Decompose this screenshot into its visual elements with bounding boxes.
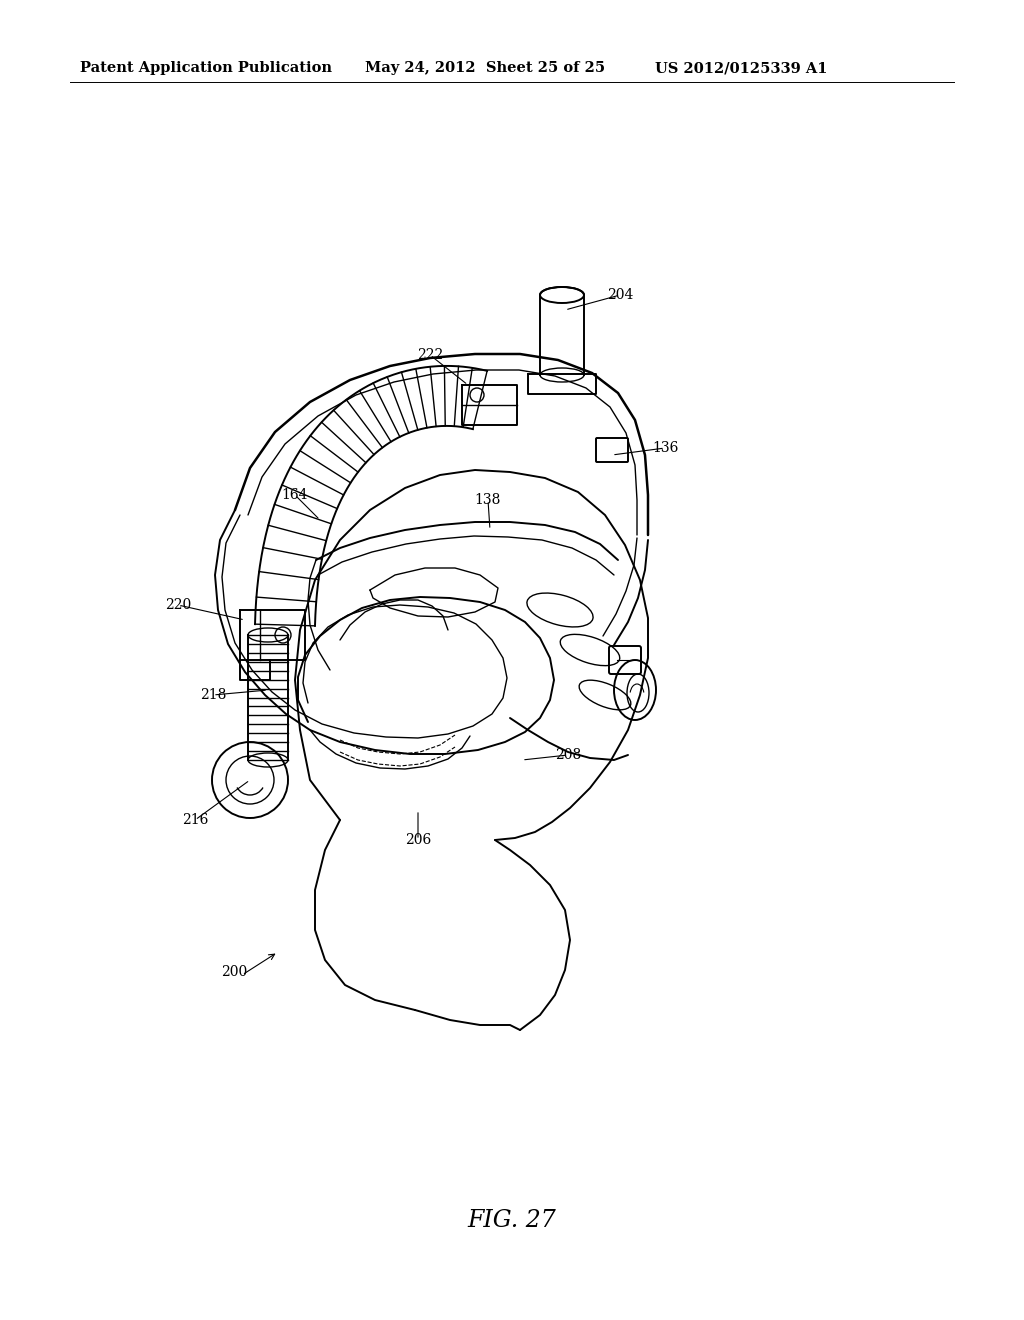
- Text: 206: 206: [404, 833, 431, 847]
- Text: 220: 220: [165, 598, 191, 612]
- Text: 138: 138: [475, 492, 501, 507]
- Text: US 2012/0125339 A1: US 2012/0125339 A1: [655, 61, 827, 75]
- Text: 164: 164: [282, 488, 308, 502]
- Text: Patent Application Publication: Patent Application Publication: [80, 61, 332, 75]
- Text: 200: 200: [221, 965, 247, 979]
- Text: 222: 222: [417, 348, 443, 362]
- Text: 208: 208: [555, 748, 582, 762]
- Text: 216: 216: [182, 813, 208, 828]
- Text: 218: 218: [200, 688, 226, 702]
- Text: 204: 204: [607, 288, 633, 302]
- Text: 136: 136: [652, 441, 678, 455]
- Text: FIG. 27: FIG. 27: [468, 1209, 556, 1232]
- Text: May 24, 2012  Sheet 25 of 25: May 24, 2012 Sheet 25 of 25: [365, 61, 605, 75]
